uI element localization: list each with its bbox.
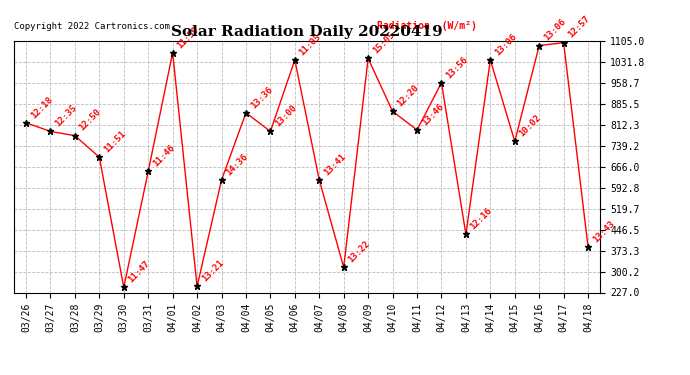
Text: 13:22: 13:22 — [346, 239, 372, 264]
Text: 12:20: 12:20 — [395, 83, 421, 109]
Text: 12:35: 12:35 — [53, 103, 79, 129]
Text: 13:00: 13:00 — [273, 103, 299, 129]
Text: 10:02: 10:02 — [518, 113, 543, 139]
Text: 15:05: 15:05 — [371, 30, 396, 56]
Text: 12:50: 12:50 — [78, 108, 103, 133]
Text: 13:06: 13:06 — [542, 17, 567, 43]
Text: 13:06: 13:06 — [493, 32, 518, 57]
Text: 14:36: 14:36 — [224, 152, 250, 177]
Text: 13:46: 13:46 — [420, 102, 445, 127]
Text: 13:43: 13:43 — [591, 219, 616, 245]
Text: 13:41: 13:41 — [322, 152, 347, 177]
Title: Solar Radiation Daily 20220419: Solar Radiation Daily 20220419 — [171, 25, 443, 39]
Text: 11:59: 11:59 — [175, 24, 201, 50]
Text: 11:51: 11:51 — [102, 129, 128, 154]
Text: 12:16: 12:16 — [469, 206, 494, 232]
Text: 11:46: 11:46 — [151, 143, 177, 169]
Text: 12:57: 12:57 — [566, 15, 592, 40]
Text: Copyright 2022 Cartronics.com: Copyright 2022 Cartronics.com — [14, 22, 170, 31]
Text: 13:56: 13:56 — [444, 55, 470, 80]
Text: 13:21: 13:21 — [200, 258, 225, 284]
Text: 11:05: 11:05 — [297, 32, 323, 57]
Text: 12:18: 12:18 — [29, 94, 54, 120]
Text: 11:47: 11:47 — [126, 259, 152, 285]
Text: Radiation  (W/m²): Radiation (W/m²) — [377, 21, 477, 31]
Text: 13:36: 13:36 — [248, 85, 274, 110]
